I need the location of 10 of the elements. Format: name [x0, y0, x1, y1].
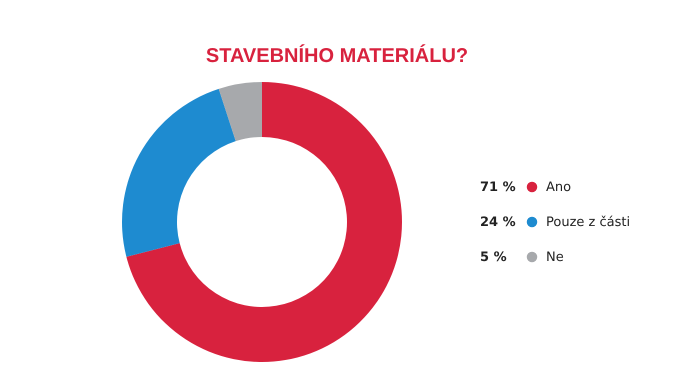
legend-label: Ano — [546, 180, 572, 195]
data-label: 5 % — [480, 250, 507, 265]
data-label: 24 % — [480, 215, 516, 230]
chart-title: STAVEBNÍHO MATERIÁLU? — [206, 44, 468, 67]
legend-label: Pouze z části — [546, 215, 630, 230]
donut-slice — [126, 82, 402, 362]
donut-slice — [122, 88, 236, 257]
legend-label: Ne — [546, 250, 564, 265]
donut-slice — [218, 82, 262, 142]
data-label: 71 % — [480, 180, 516, 195]
